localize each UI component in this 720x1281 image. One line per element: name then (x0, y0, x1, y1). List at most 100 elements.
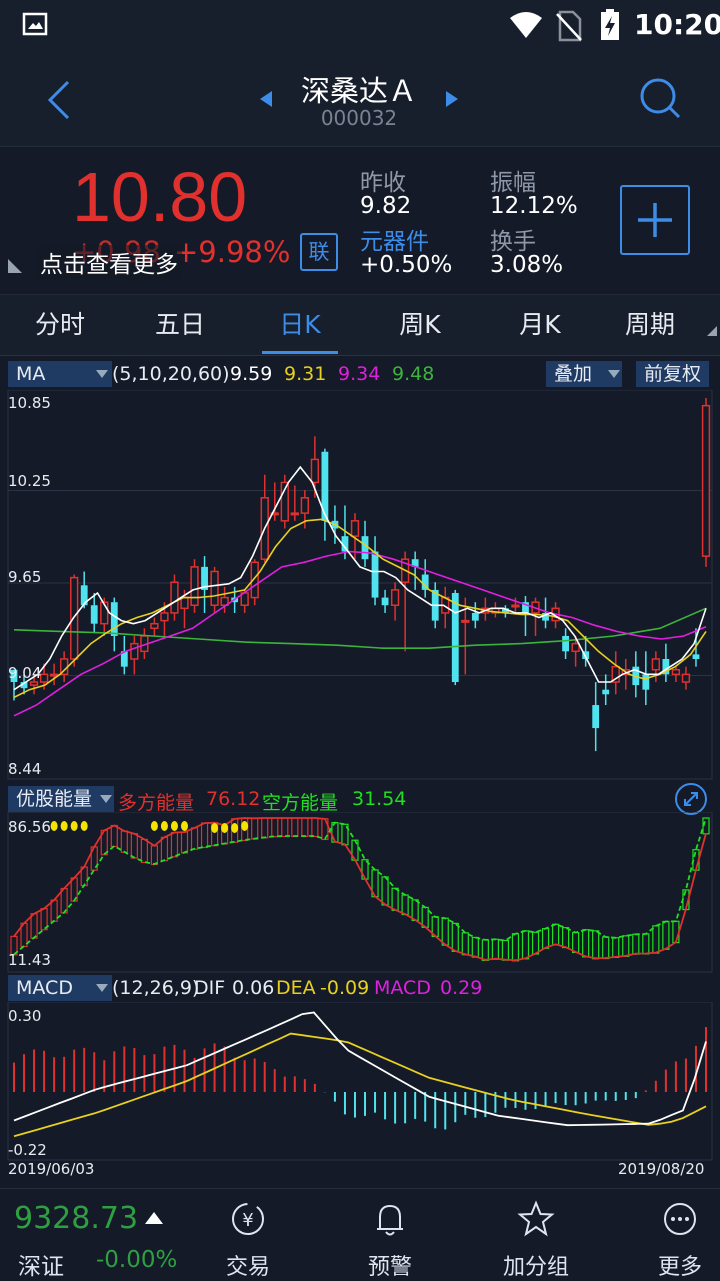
fullscreen-icon[interactable] (674, 782, 708, 816)
dea-value: -0.09 (320, 977, 370, 999)
energy-y-min: 11.43 (8, 951, 51, 969)
candle (20, 682, 28, 689)
image-icon (22, 12, 48, 36)
energy-bar (401, 894, 409, 916)
energy-chart[interactable] (0, 812, 720, 974)
expand-up-icon[interactable] (144, 1211, 164, 1225)
related-badge[interactable]: 联 (300, 233, 338, 271)
ma60-value: 9.48 (392, 363, 435, 385)
tab-intraday[interactable]: 分时 (34, 310, 85, 339)
sector-link[interactable]: 元器件 (360, 229, 429, 255)
nav-trade[interactable]: ¥ 交易 (198, 1199, 298, 1281)
plus-icon (638, 203, 672, 237)
energy-signal-dot (150, 821, 158, 831)
energy-bar (120, 830, 128, 853)
energy-bar (160, 836, 169, 862)
macd-selector-label: MACD (16, 977, 73, 999)
back-icon[interactable] (44, 78, 74, 122)
macd-chart[interactable] (0, 1002, 720, 1162)
add-watchlist-button[interactable] (620, 185, 690, 255)
candle (451, 592, 459, 683)
candle (502, 608, 509, 613)
kline-chart[interactable] (0, 390, 720, 780)
prev-stock-icon[interactable] (258, 90, 274, 108)
candle (100, 601, 109, 625)
candle (170, 581, 179, 614)
tab-period[interactable]: 周期 (624, 310, 675, 339)
chevron-down-icon (608, 370, 620, 378)
macd-y-max: 0.30 (8, 1007, 42, 1025)
more-tooltip[interactable]: 点击查看更多 (36, 245, 182, 279)
overlay-label: 叠加 (554, 363, 593, 385)
candle (522, 602, 529, 613)
candle (611, 665, 620, 683)
ma10-line (13, 518, 707, 699)
candle (130, 642, 139, 660)
candle (29, 681, 39, 686)
tab-five-day[interactable]: 五日 (154, 310, 205, 339)
energy-signal-dot (50, 821, 58, 831)
energy-bar (291, 817, 299, 838)
quote-panel[interactable]: 10.80 +0.98 +9.98% 点击查看更多 联 昨收 9.82 元器件 … (0, 146, 720, 295)
candle (662, 658, 670, 675)
svg-text:¥: ¥ (242, 1210, 253, 1231)
candle (681, 673, 691, 683)
macd-selector[interactable]: MACD (8, 975, 112, 1001)
candle (411, 559, 419, 567)
index-value[interactable]: 9328.73 (14, 1201, 139, 1236)
energy-bar (140, 838, 148, 864)
overlay-selector[interactable]: 叠加 (546, 361, 622, 387)
long-energy-label: 多方能量 (118, 792, 195, 814)
candle (120, 651, 128, 667)
adjust-selector[interactable]: 前复权 (636, 361, 710, 387)
index-name: 深证 (18, 1254, 64, 1280)
more-icon (664, 1203, 696, 1235)
stock-name: 深桑达Ａ (300, 74, 417, 108)
candle (542, 612, 549, 621)
turnover-label: 换手 (490, 229, 536, 255)
candle (651, 658, 661, 671)
stock-header: 深桑达Ａ 000032 (0, 52, 720, 146)
energy-bar (541, 928, 550, 949)
energy-frame (7, 812, 713, 973)
energy-bar (391, 887, 399, 911)
candle (571, 642, 580, 653)
candle (110, 602, 118, 636)
candle (10, 669, 18, 683)
kline-frame (7, 390, 713, 780)
energy-selector[interactable]: 优股能量 (8, 786, 114, 812)
nav-add-group[interactable]: 加分组 (486, 1199, 586, 1281)
next-stock-icon[interactable] (444, 90, 460, 108)
stock-code: 000032 (320, 106, 398, 130)
tab-weekly-k[interactable]: 周K (399, 310, 441, 339)
candle (150, 622, 159, 630)
energy-bar (642, 933, 650, 955)
nav-more[interactable]: 更多 (630, 1199, 720, 1281)
energy-bar (381, 876, 389, 906)
macd-value: 0.29 (440, 977, 483, 999)
candle (300, 497, 310, 514)
prev-close-label: 昨收 (360, 170, 406, 196)
ma-selector-label: MA (16, 363, 46, 385)
energy-signal-dot (70, 821, 78, 831)
kline-y-tick-3: 9.65 (8, 568, 42, 586)
energy-bar (592, 930, 600, 960)
energy-bar (612, 937, 620, 958)
macd-label: MACD (374, 977, 431, 999)
search-icon[interactable] (638, 76, 682, 120)
tab-daily-k[interactable]: 日K (279, 310, 321, 339)
energy-bar (271, 817, 279, 838)
dif-value: 0.06 (232, 977, 275, 999)
ma-selector[interactable]: MA (8, 361, 112, 387)
energy-bar (582, 929, 590, 958)
tab-monthly-k[interactable]: 月K (519, 310, 561, 339)
dif-label: DIF (194, 977, 226, 999)
candle (602, 689, 610, 695)
energy-bar (481, 939, 489, 961)
energy-bar (251, 817, 259, 840)
candle (692, 654, 700, 659)
bottom-nav: 9328.73 深证 -0.00% ¥ 交易 预警 加分组 更多 (0, 1188, 720, 1281)
nav-alert[interactable]: 预警 (340, 1199, 440, 1281)
candle (461, 619, 470, 623)
energy-bar (261, 817, 269, 839)
